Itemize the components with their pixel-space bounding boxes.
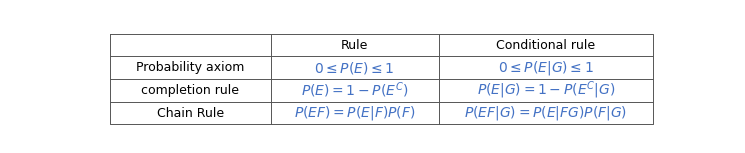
Text: Probability axiom: Probability axiom <box>136 61 244 74</box>
Text: $P(EF) = P(E|F)P(F)$: $P(EF) = P(E|F)P(F)$ <box>294 104 416 122</box>
Text: completion rule: completion rule <box>142 84 239 97</box>
Text: Conditional rule: Conditional rule <box>496 39 595 52</box>
Text: $P(E|G) = 1 - P(E^C|G)$: $P(E|G) = 1 - P(E^C|G)$ <box>477 80 615 101</box>
Text: $0 \leq P(E|G) \leq 1$: $0 \leq P(E|G) \leq 1$ <box>498 59 594 77</box>
Text: Rule: Rule <box>341 39 368 52</box>
Text: $P(EF|G) = P(E|FG)P(F|G)$: $P(EF|G) = P(E|FG)P(F|G)$ <box>464 104 627 122</box>
Text: $P(E) = 1 - P(E^C)$: $P(E) = 1 - P(E^C)$ <box>301 81 408 100</box>
Text: Chain Rule: Chain Rule <box>157 106 224 119</box>
Text: $0 \leq P(E) \leq 1$: $0 \leq P(E) \leq 1$ <box>314 60 395 76</box>
